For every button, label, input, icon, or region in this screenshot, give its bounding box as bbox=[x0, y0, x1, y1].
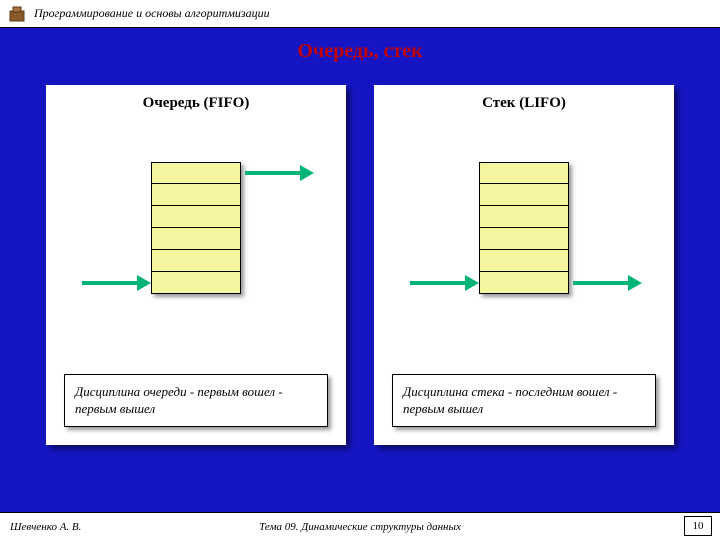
cell bbox=[479, 272, 569, 294]
slide-page: Программирование и основы алгоритмизации… bbox=[0, 0, 720, 540]
panels-row: Очередь (FIFO) Дисциплина очереди - перв… bbox=[0, 85, 720, 445]
stack-caption: Дисциплина стека - последним вошел - пер… bbox=[392, 374, 656, 427]
course-logo-icon bbox=[8, 5, 26, 23]
cell bbox=[479, 228, 569, 250]
footer-topic: Тема 09. Динамические структуры данных bbox=[0, 521, 720, 533]
course-title: Программирование и основы алгоритмизации bbox=[34, 6, 270, 21]
stack-panel: Стек (LIFO) Дисциплина стека - последним… bbox=[374, 85, 674, 445]
footer-bar: Шевченко А. В. Тема 09. Динамические стр… bbox=[0, 512, 720, 540]
queue-panel: Очередь (FIFO) Дисциплина очереди - перв… bbox=[46, 85, 346, 445]
cell bbox=[151, 162, 241, 184]
footer-author: Шевченко А. В. bbox=[10, 521, 81, 533]
stack-diagram bbox=[374, 142, 674, 362]
cell bbox=[479, 206, 569, 228]
cell bbox=[479, 184, 569, 206]
cell bbox=[479, 250, 569, 272]
queue-title: Очередь (FIFO) bbox=[46, 95, 346, 112]
stack-title: Стек (LIFO) bbox=[374, 95, 674, 112]
cell bbox=[151, 184, 241, 206]
slide-title: Очередь, стек bbox=[0, 40, 720, 63]
queue-caption: Дисциплина очереди - первым вошел - перв… bbox=[64, 374, 328, 427]
cell bbox=[479, 162, 569, 184]
cell-stack bbox=[479, 162, 569, 294]
cell bbox=[151, 272, 241, 294]
cell-stack bbox=[151, 162, 241, 294]
cell bbox=[151, 228, 241, 250]
header-bar: Программирование и основы алгоритмизации bbox=[0, 0, 720, 28]
footer-page-number: 10 bbox=[684, 516, 712, 536]
cell bbox=[151, 250, 241, 272]
cell bbox=[151, 206, 241, 228]
slide-body: Очередь, стек Очередь (FIFO) Дисциплина … bbox=[0, 28, 720, 512]
queue-diagram bbox=[46, 142, 346, 362]
